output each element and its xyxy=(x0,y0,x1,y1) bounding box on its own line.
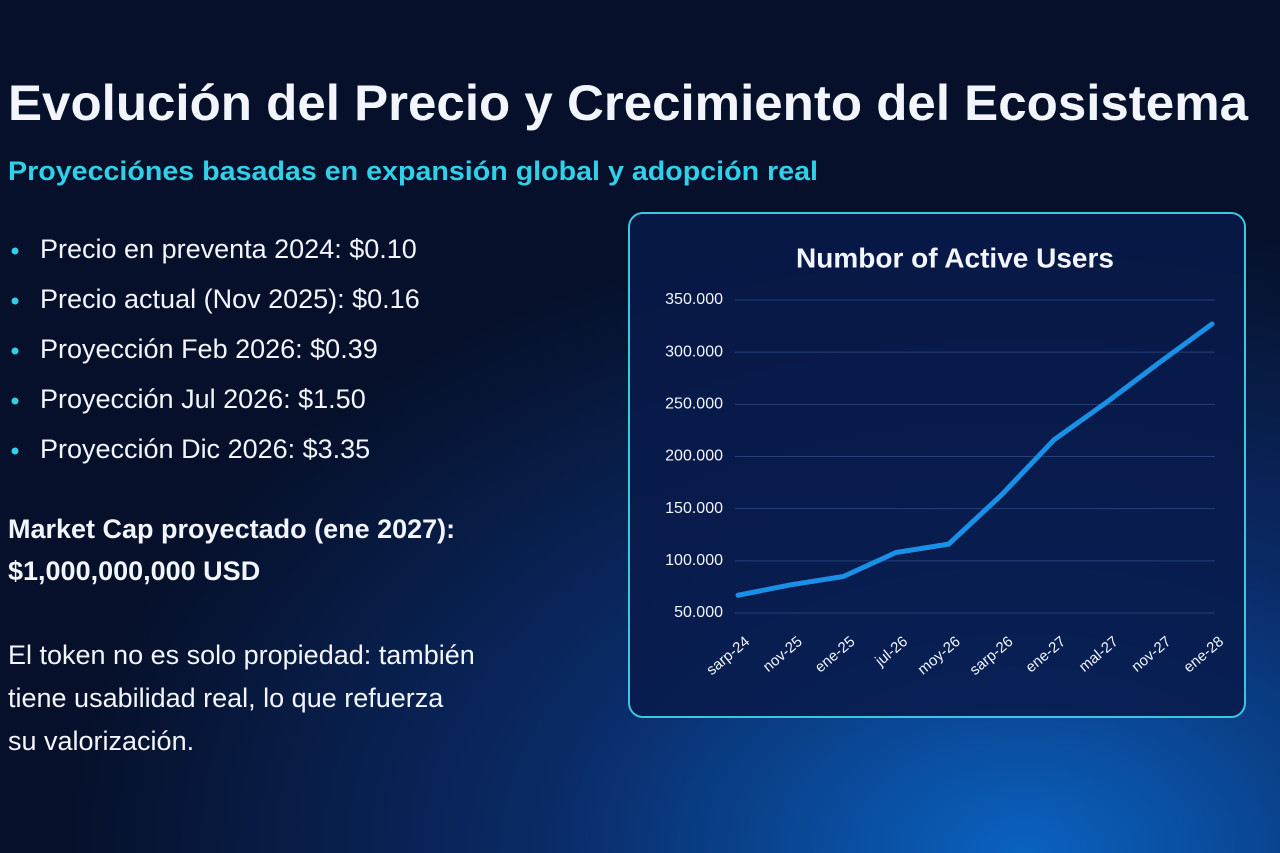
line xyxy=(735,321,1215,598)
y-tick-label: 50.000 xyxy=(674,604,723,621)
paragraph: tiene usabilidad real, lo que refuerza xyxy=(8,683,444,713)
bullet: Proyección Dic 2026: $3.35 xyxy=(40,434,370,464)
bullet: Proyección Jul 2026: $1.50 xyxy=(40,384,366,414)
y-tick-label: 250.000 xyxy=(665,396,723,413)
bullet: Proyección Feb 2026: $0.39 xyxy=(40,334,378,364)
bullet-dot xyxy=(11,247,19,255)
bullet-dot xyxy=(11,447,19,455)
y-tick-label: 300.000 xyxy=(665,343,723,360)
y-tick-label: 100.000 xyxy=(665,552,723,569)
bullet-dot xyxy=(11,297,19,305)
title: Evolución del Precio y Crecimiento del E… xyxy=(8,75,1249,131)
y-tick-label: 350.000 xyxy=(665,291,723,308)
subtitle: Proyecciónes basadas en expansión global… xyxy=(8,156,818,186)
paragraph: su valorización. xyxy=(8,726,194,756)
y-tick-label: 200.000 xyxy=(665,448,723,465)
bullet: Precio en preventa 2024: $0.10 xyxy=(40,234,417,264)
y-tick-label: 150.000 xyxy=(665,500,723,517)
bullet: Precio actual (Nov 2025): $0.16 xyxy=(40,284,420,314)
chart-title: Numbor of Active Users xyxy=(796,242,1114,273)
left-text: Precio en preventa 2024: $0.10 Precio act… xyxy=(8,234,475,756)
chart-panel xyxy=(628,212,1246,718)
paragraph: El token no es solo propiedad: también xyxy=(8,640,475,670)
bullet-dot xyxy=(11,347,19,355)
market-cap: Market Cap proyectado (ene 2027): xyxy=(8,514,455,544)
bullet-dot xyxy=(11,397,19,405)
market-cap: $1,000,000,000 USD xyxy=(8,556,260,586)
